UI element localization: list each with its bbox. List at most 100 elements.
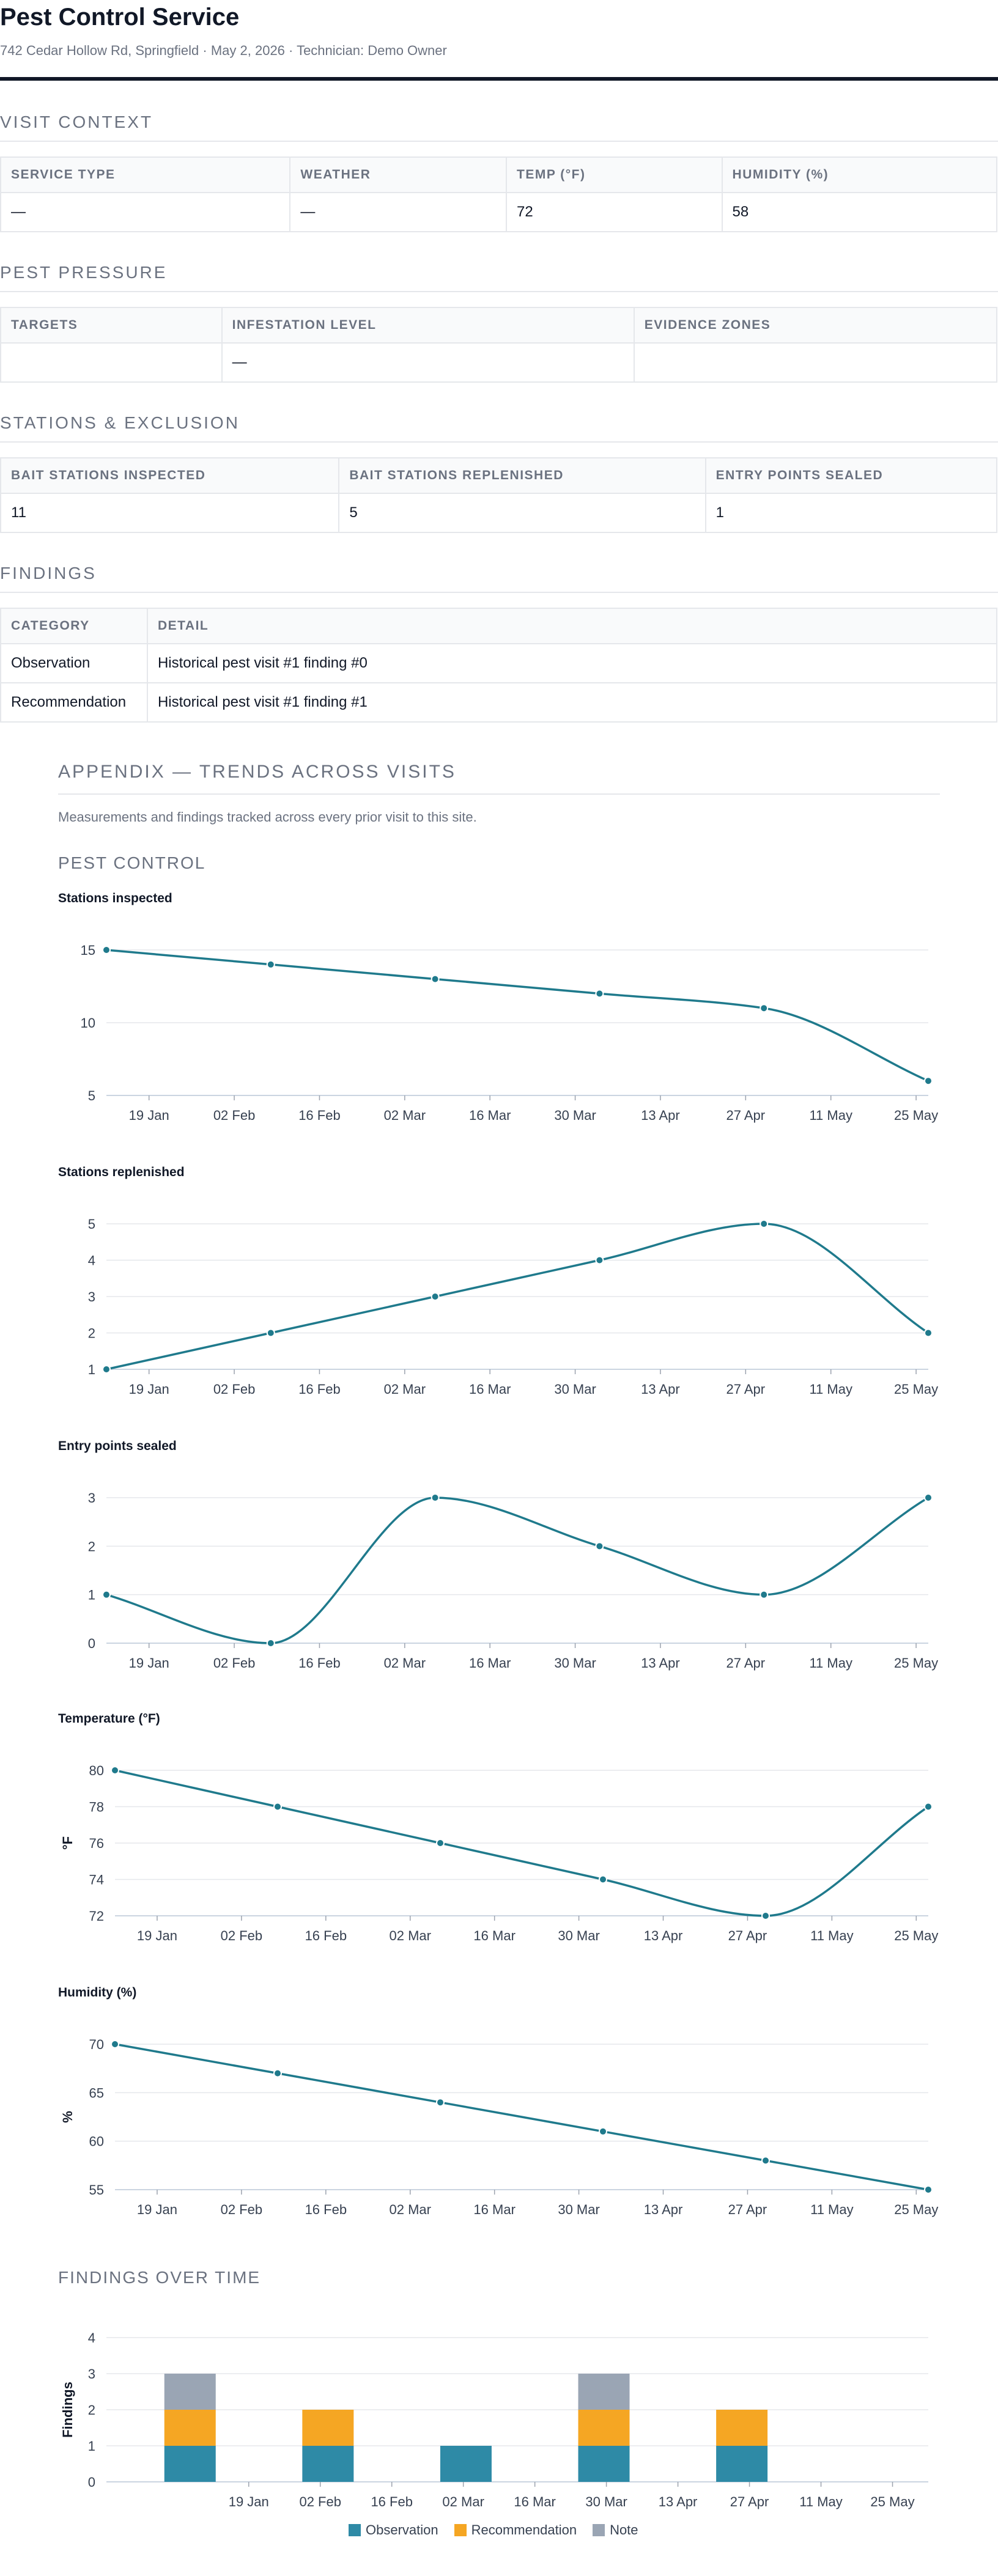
x-tick-label: 11 May (809, 1655, 852, 1671)
x-tick-label: 02 Mar (389, 1928, 431, 1943)
x-tick-label: 02 Mar (389, 2202, 431, 2217)
table-cell: — (289, 192, 507, 232)
y-tick-label: 70 (89, 2037, 104, 2052)
data-point (761, 1912, 770, 1920)
series-line (114, 2043, 929, 2191)
table-header-cell: INFESTATION LEVEL (221, 307, 635, 344)
x-tick-label: 16 Feb (298, 1655, 341, 1671)
stations-table: BAIT STATIONS INSPECTED BAIT STATIONS RE… (0, 457, 998, 533)
bar-recommendation (716, 2410, 768, 2446)
table-header-row: CATEGORY DETAIL (0, 608, 998, 644)
data-point (102, 946, 111, 954)
bar-observation (164, 2446, 216, 2482)
y-tick-label: 10 (81, 1015, 95, 1031)
x-tick-label: 19 Jan (229, 2494, 269, 2509)
chart-title: Entry points sealed (58, 1439, 177, 1453)
data-point (436, 2098, 445, 2107)
data-point (924, 1076, 933, 1086)
table-header-row: SERVICE TYPE WEATHER TEMP (°F) HUMIDITY … (0, 156, 998, 193)
table-header-cell: CATEGORY (0, 608, 148, 644)
table-row: — (0, 342, 998, 383)
y-tick-label: 5 (88, 1088, 95, 1103)
x-tick-label: 25 May (894, 1655, 938, 1671)
table-header-cell: WEATHER (289, 156, 507, 193)
legend-label: Observation (366, 2522, 438, 2537)
table-row: 11 5 1 (0, 493, 998, 533)
x-tick-label: 02 Feb (299, 2494, 341, 2509)
x-tick-label: 02 Feb (221, 2202, 263, 2217)
data-point (111, 2040, 119, 2048)
y-tick-label: 4 (88, 1253, 95, 1268)
data-point (273, 2069, 282, 2078)
table-header-cell: TARGETS (0, 307, 223, 344)
data-point (924, 1802, 933, 1811)
data-point (595, 1542, 604, 1551)
y-tick-label: 3 (88, 1289, 95, 1305)
y-tick-label: 60 (89, 2134, 104, 2149)
y-tick-label: 4 (88, 2330, 95, 2346)
table-cell: 58 (721, 192, 998, 232)
data-point (595, 989, 604, 998)
x-tick-label: 27 Apr (730, 2494, 769, 2509)
x-tick-label: 13 Apr (644, 1928, 683, 1943)
section-divider (0, 592, 998, 593)
y-axis-label: % (60, 2111, 75, 2123)
y-tick-label: 2 (88, 1539, 95, 1554)
section-title-stations: STATIONS & EXCLUSION (0, 413, 240, 432)
table-header-cell: ENTRY POINTS SEALED (704, 457, 998, 494)
finding-category: Recommendation (0, 682, 148, 723)
section-title-pest-pressure: PEST PRESSURE (0, 263, 168, 282)
x-tick-label: 19 Jan (129, 1108, 169, 1123)
chart-legend: Observation Recommendation Note (349, 2522, 638, 2538)
finding-detail: Historical pest visit #1 finding #0 (146, 643, 998, 683)
section-divider (0, 141, 998, 142)
x-tick-label: 02 Feb (213, 1108, 256, 1123)
data-point (924, 1493, 933, 1502)
table-cell (0, 342, 223, 383)
legend-label: Recommendation (471, 2522, 577, 2537)
x-tick-label: 19 Jan (129, 1655, 169, 1671)
data-point (102, 1590, 111, 1599)
x-tick-label: 27 Apr (726, 1108, 766, 1123)
x-tick-label: 16 Mar (469, 1655, 511, 1671)
x-tick-label: 25 May (894, 2202, 938, 2217)
x-tick-label: 11 May (810, 1928, 854, 1943)
x-tick-label: 11 May (810, 2202, 854, 2217)
x-tick-label: 16 Feb (298, 1382, 341, 1397)
y-tick-label: 78 (89, 1800, 104, 1815)
legend-item-recommendation: Recommendation (454, 2522, 577, 2538)
y-axis-label: °F (60, 1836, 75, 1850)
data-point (599, 2127, 607, 2136)
series-line (106, 949, 929, 1082)
table-cell: — (0, 192, 291, 232)
chart-title: Stations replenished (58, 1165, 185, 1179)
data-point (431, 1493, 440, 1502)
x-tick-label: 02 Mar (384, 1382, 426, 1397)
chart-title: Temperature (°F) (58, 1712, 160, 1726)
x-tick-label: 25 May (894, 1108, 938, 1123)
bar-note (164, 2374, 216, 2410)
data-point (761, 2156, 770, 2165)
bar-observation (716, 2446, 768, 2482)
y-tick-label: 72 (89, 1908, 104, 1924)
table-header-cell: BAIT STATIONS REPLENISHED (338, 457, 706, 494)
x-tick-label: 11 May (809, 1382, 852, 1397)
page-title: Pest Control Service (0, 4, 240, 31)
header-divider (0, 77, 998, 81)
table-cell: 5 (338, 493, 706, 533)
chart-stations-inspected: 5 10 15 19 Jan 02 Feb 16 Feb 02 Mar 16 Mar 30 Ma… (81, 943, 939, 1123)
x-tick-label: 19 Jan (137, 1928, 177, 1943)
x-tick-label: 25 May (870, 2494, 914, 2509)
section-divider (0, 291, 998, 292)
data-point (431, 1292, 440, 1301)
section-title-visit-context: VISIT CONTEXT (0, 112, 153, 131)
table-header-cell: EVIDENCE ZONES (633, 307, 998, 344)
y-tick-label: 1 (88, 1588, 95, 1603)
x-tick-label: 16 Feb (298, 1108, 341, 1123)
data-point (266, 1328, 275, 1338)
group-title-pest-control: PEST CONTROL (58, 853, 206, 872)
y-tick-label: 1 (88, 1362, 95, 1377)
table-header-row: BAIT STATIONS INSPECTED BAIT STATIONS RE… (0, 457, 998, 494)
section-divider (0, 441, 998, 443)
